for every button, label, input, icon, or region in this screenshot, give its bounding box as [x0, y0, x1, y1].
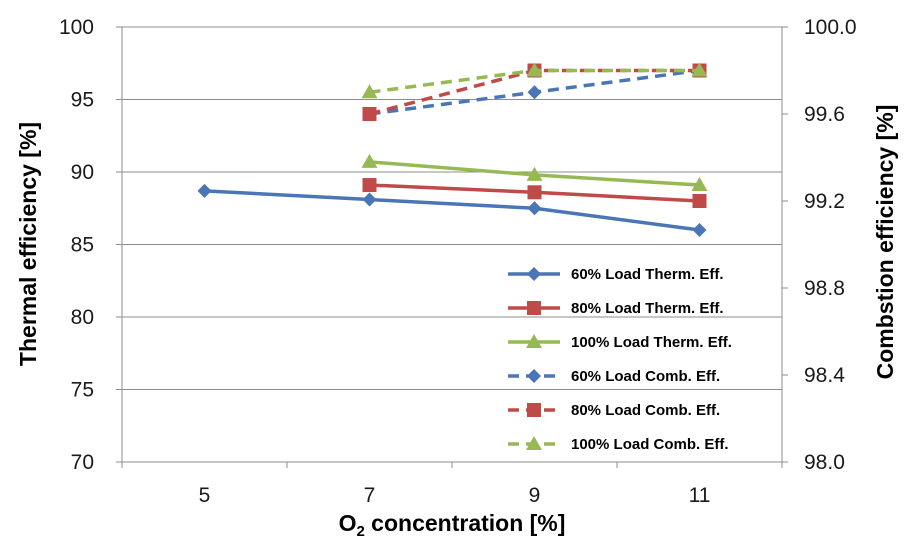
y-right-tick-label: 99.6 — [804, 103, 845, 126]
legend-marker — [526, 334, 542, 348]
y-left-tick-label: 90 — [71, 161, 94, 184]
data-point — [692, 194, 707, 208]
data-point — [527, 185, 542, 200]
x-axis-title-prefix: O — [339, 510, 357, 536]
data-point — [526, 62, 543, 77]
x-tick-label: 11 — [689, 484, 711, 507]
x-tick-label: 7 — [364, 484, 376, 507]
legend-marker — [527, 369, 541, 383]
data-point — [197, 183, 212, 198]
x-tick-label: 5 — [199, 484, 211, 507]
x-tick-label: 9 — [529, 484, 541, 507]
legend-label: 80% Load Comb. Eff. — [571, 402, 720, 419]
data-point — [362, 107, 377, 121]
y-right-tick-label: 98.4 — [804, 364, 845, 387]
y-right-tick-label: 99.2 — [804, 190, 845, 213]
data-point — [362, 192, 377, 207]
data-point — [361, 84, 378, 99]
legend-label: 60% Load Therm. Eff. — [571, 266, 724, 283]
legend-item: 60% Load Therm. Eff. — [508, 266, 724, 283]
data-point — [361, 153, 378, 168]
y-left-axis-title: Thermal efficiency [%] — [15, 122, 41, 366]
series-2 — [362, 178, 707, 208]
legend-marker — [527, 403, 541, 417]
series-1 — [197, 183, 707, 237]
legend-label: 100% Load Comb. Eff. — [571, 436, 729, 453]
x-axis-title-suffix: concentration [%] — [365, 510, 566, 536]
legend-item: 80% Load Comb. Eff. — [508, 402, 720, 419]
legend-item: 100% Load Therm. Eff. — [508, 334, 732, 351]
legend: 60% Load Therm. Eff. 80% Load Therm. Eff.… — [508, 266, 732, 453]
legend-label: 80% Load Therm. Eff. — [571, 300, 724, 317]
axes: 70758085909510098.098.498.899.299.6100.0… — [59, 16, 857, 507]
y-right-tick-label: 98.8 — [804, 277, 845, 300]
x-axis-title: O2 concentration [%] — [339, 510, 566, 540]
legend-item: 100% Load Comb. Eff. — [508, 436, 729, 453]
x-axis-title-subscript: 2 — [356, 523, 364, 540]
y-right-axis-title: Combstion efficiency [%] — [872, 105, 898, 380]
y-right-tick-label: 98.0 — [804, 451, 845, 474]
legend-label: 60% Load Comb. Eff. — [571, 368, 720, 385]
series-layer — [197, 62, 708, 237]
data-point — [527, 85, 542, 100]
y-left-tick-label: 70 — [71, 451, 94, 474]
data-point — [527, 201, 542, 216]
y-left-tick-label: 100 — [59, 16, 94, 39]
data-point — [691, 62, 708, 77]
legend-label: 100% Load Therm. Eff. — [571, 334, 732, 351]
y-left-tick-label: 80 — [71, 306, 94, 329]
series-6 — [361, 62, 708, 99]
y-left-tick-label: 95 — [71, 89, 94, 112]
grid — [122, 26, 782, 463]
y-left-tick-label: 75 — [71, 379, 94, 402]
legend-marker — [527, 267, 541, 281]
data-point — [362, 178, 377, 193]
legend-marker — [527, 301, 541, 315]
y-left-tick-label: 85 — [71, 234, 94, 257]
data-point — [526, 166, 543, 181]
legend-item: 80% Load Therm. Eff. — [508, 300, 724, 317]
series-line — [204, 189, 700, 232]
data-point — [691, 177, 708, 192]
legend-marker — [526, 436, 542, 450]
series-3 — [361, 153, 708, 192]
legend-item: 60% Load Comb. Eff. — [508, 368, 720, 385]
y-right-tick-label: 100.0 — [804, 16, 857, 39]
data-point — [692, 223, 707, 237]
